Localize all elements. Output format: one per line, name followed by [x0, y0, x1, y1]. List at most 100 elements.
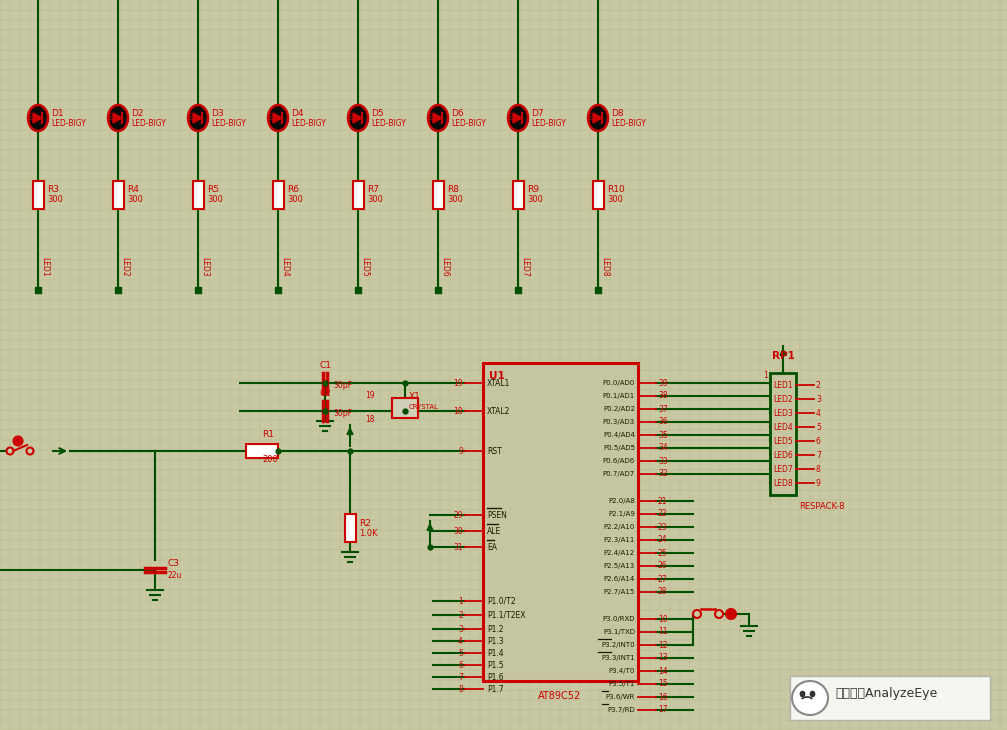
Ellipse shape: [792, 681, 828, 715]
Text: D2: D2: [131, 110, 144, 118]
Text: R5: R5: [207, 185, 219, 194]
Text: 300: 300: [207, 196, 223, 204]
Text: P0.1/AD1: P0.1/AD1: [603, 393, 635, 399]
Text: 300: 300: [607, 196, 623, 204]
Text: R1: R1: [262, 430, 274, 439]
Text: P1.1/T2EX: P1.1/T2EX: [487, 610, 526, 620]
Text: P3.6/WR: P3.6/WR: [605, 694, 635, 700]
Text: 8: 8: [458, 685, 463, 694]
Bar: [513, 181, 524, 209]
Text: 38: 38: [658, 391, 668, 401]
Polygon shape: [353, 113, 362, 123]
Text: 5: 5: [816, 423, 821, 431]
Bar: [432, 181, 443, 209]
Polygon shape: [273, 113, 282, 123]
Text: RESPACK-8: RESPACK-8: [799, 502, 845, 511]
Text: ALE: ALE: [487, 526, 501, 536]
Ellipse shape: [428, 105, 448, 131]
Text: R10: R10: [607, 185, 624, 194]
Text: 13: 13: [658, 653, 668, 663]
Text: 29: 29: [453, 510, 463, 520]
Text: LED1: LED1: [40, 257, 49, 277]
Text: 7: 7: [816, 450, 821, 459]
Text: P3.0/RXD: P3.0/RXD: [602, 616, 635, 622]
Ellipse shape: [28, 105, 48, 131]
Bar: [790, 676, 990, 720]
Text: P3.7/RD: P3.7/RD: [607, 707, 635, 713]
Ellipse shape: [13, 437, 22, 445]
Text: P2.3/A11: P2.3/A11: [603, 537, 635, 543]
Text: 1.0K: 1.0K: [359, 529, 378, 537]
Polygon shape: [193, 113, 202, 123]
Bar: [192, 181, 203, 209]
Text: LED7: LED7: [773, 464, 793, 474]
Ellipse shape: [26, 447, 33, 455]
Text: 9: 9: [816, 478, 821, 488]
Text: P1.5: P1.5: [487, 661, 504, 669]
Text: P1.7: P1.7: [487, 685, 504, 694]
Bar: [32, 181, 43, 209]
Text: CRYSTAL: CRYSTAL: [409, 404, 439, 410]
Text: 2: 2: [816, 380, 821, 390]
Text: 30pF: 30pF: [333, 409, 352, 418]
Polygon shape: [433, 113, 442, 123]
Ellipse shape: [588, 105, 608, 131]
Text: P3.1/TXD: P3.1/TXD: [603, 629, 635, 635]
Text: R3: R3: [47, 185, 59, 194]
Ellipse shape: [726, 609, 736, 619]
Text: 3: 3: [816, 394, 821, 404]
Text: LED8: LED8: [773, 478, 793, 488]
Text: 21: 21: [658, 496, 668, 505]
Polygon shape: [513, 113, 522, 123]
Text: AT89C52: AT89C52: [539, 691, 582, 701]
Text: 300: 300: [527, 196, 543, 204]
Text: 22: 22: [658, 510, 668, 518]
Text: 2: 2: [458, 610, 463, 620]
Text: P0.4/AD4: P0.4/AD4: [603, 432, 635, 438]
Bar: [344, 514, 355, 542]
Text: D3: D3: [211, 110, 224, 118]
Ellipse shape: [693, 610, 701, 618]
Text: 12: 12: [658, 640, 668, 650]
Text: U1: U1: [489, 371, 505, 381]
Text: 37: 37: [658, 404, 668, 413]
Bar: [770, 373, 796, 495]
Text: 35: 35: [658, 431, 668, 439]
Text: P2.7/A15: P2.7/A15: [604, 589, 635, 595]
Text: 300: 300: [447, 196, 463, 204]
Text: EA: EA: [487, 542, 497, 551]
Text: 34: 34: [658, 444, 668, 453]
Text: 300: 300: [127, 196, 143, 204]
Text: 23: 23: [658, 523, 668, 531]
Text: 11: 11: [658, 628, 668, 637]
Text: LED1: LED1: [773, 380, 793, 390]
Text: P0.3/AD3: P0.3/AD3: [603, 419, 635, 425]
Text: 7: 7: [458, 672, 463, 682]
Text: LED-BIGY: LED-BIGY: [371, 120, 406, 128]
Text: 300: 300: [367, 196, 383, 204]
Text: 6: 6: [816, 437, 821, 445]
Bar: [483, 363, 638, 681]
Text: P3.2/INT0: P3.2/INT0: [601, 642, 635, 648]
Text: 300: 300: [47, 196, 62, 204]
Text: 22u: 22u: [168, 571, 182, 580]
Text: LED-BIGY: LED-BIGY: [451, 120, 485, 128]
Bar: [246, 444, 278, 458]
Text: P2.6/A14: P2.6/A14: [604, 576, 635, 582]
Bar: [592, 181, 603, 209]
Text: 25: 25: [658, 548, 668, 558]
Polygon shape: [113, 113, 122, 123]
Text: 32: 32: [658, 469, 668, 478]
Text: 39: 39: [658, 378, 668, 388]
Text: P2.4/A12: P2.4/A12: [604, 550, 635, 556]
Text: P0.2/AD2: P0.2/AD2: [603, 406, 635, 412]
Text: XTAL1: XTAL1: [487, 378, 511, 388]
Text: P1.3: P1.3: [487, 637, 504, 645]
Text: P2.5/A13: P2.5/A13: [604, 563, 635, 569]
Text: P0.0/AD0: P0.0/AD0: [603, 380, 635, 386]
Text: 16: 16: [658, 693, 668, 702]
Text: P0.7/AD7: P0.7/AD7: [603, 471, 635, 477]
Polygon shape: [33, 113, 42, 123]
Text: LED-BIGY: LED-BIGY: [131, 120, 166, 128]
Text: P1.6: P1.6: [487, 672, 504, 682]
